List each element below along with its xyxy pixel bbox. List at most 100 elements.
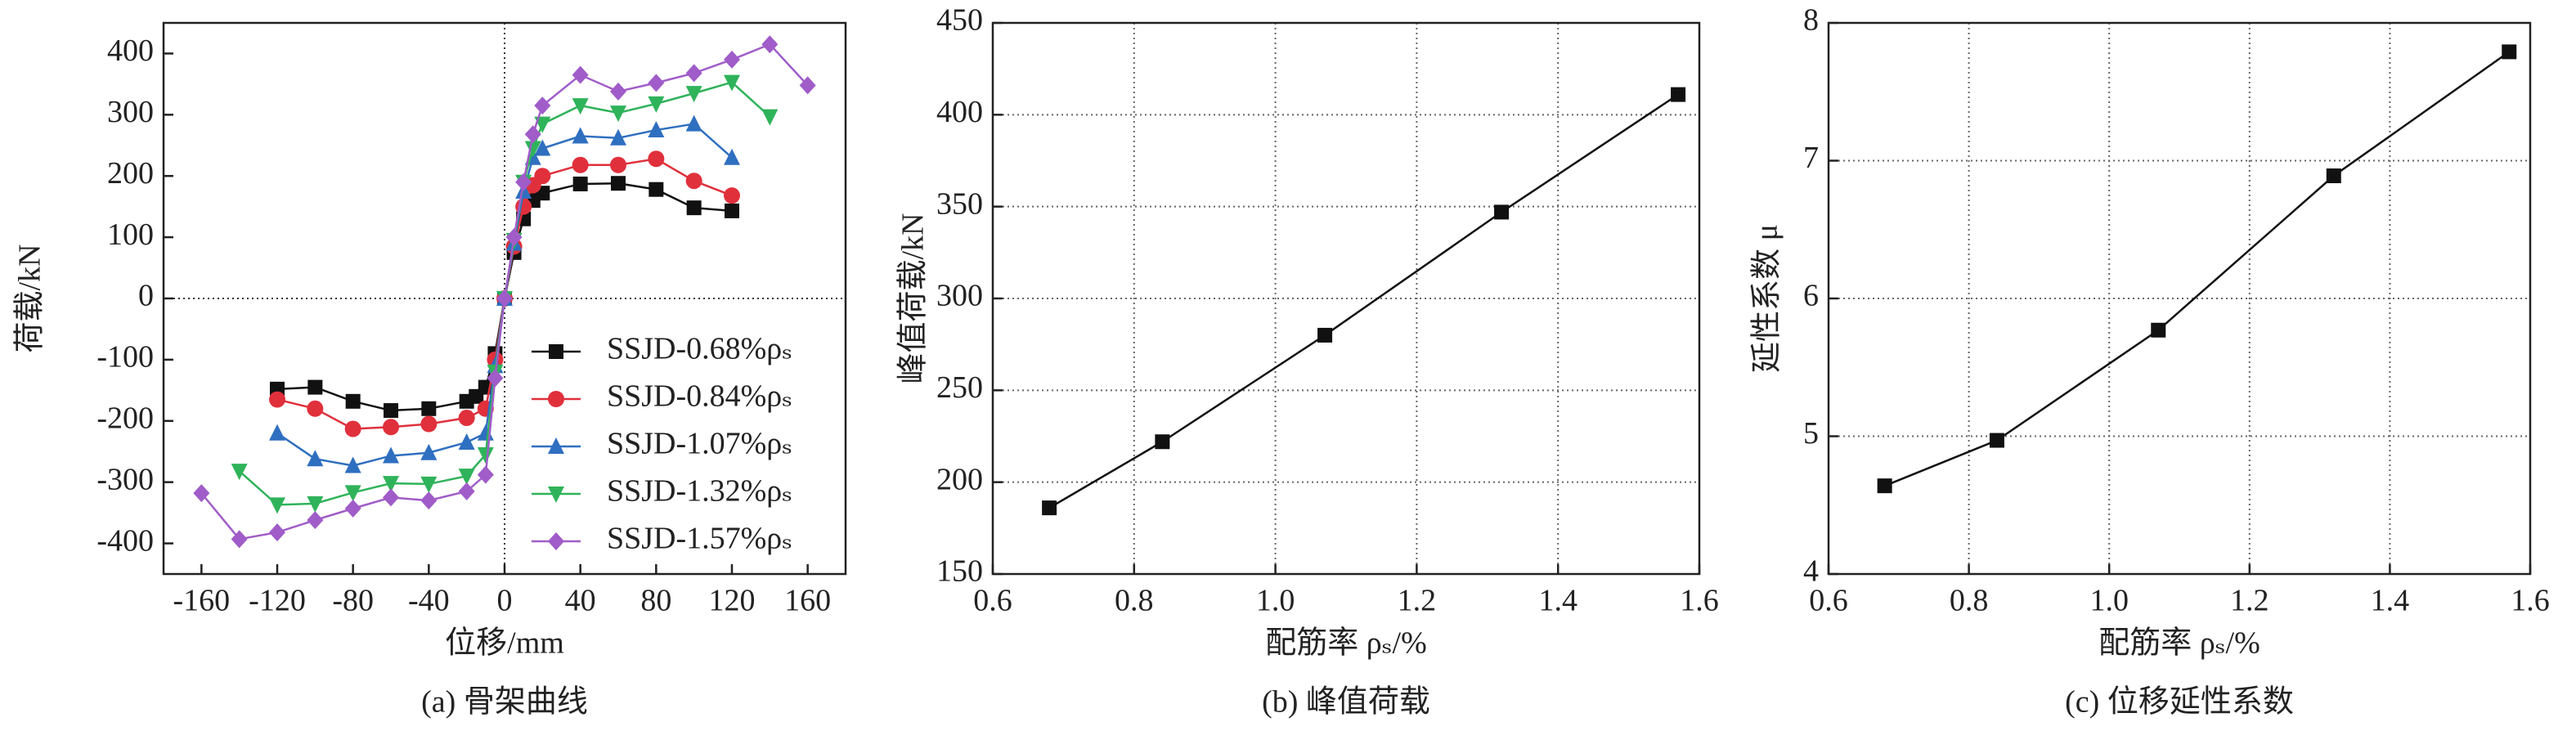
marker: [1317, 327, 1333, 343]
marker: [524, 141, 541, 158]
marker: [648, 150, 665, 168]
legend-label: SSJD-1.07%ρₛ: [607, 427, 792, 461]
y-tick-label: 450: [936, 3, 983, 38]
x-tick-label: 120: [709, 584, 756, 618]
marker: [648, 96, 665, 113]
x-tick-label: 1.0: [1256, 584, 1295, 618]
marker: [2502, 44, 2517, 60]
y-tick-label: -400: [96, 523, 154, 558]
marker: [383, 419, 399, 436]
marker: [685, 114, 702, 132]
y-tick-label: 8: [1803, 3, 1819, 38]
caption: (c) 位移延性系数: [2065, 685, 2294, 720]
legend-marker: [548, 532, 564, 550]
x-tick-label: 80: [640, 584, 671, 618]
marker: [345, 393, 361, 409]
y-tick-label: 0: [138, 279, 154, 313]
legend-marker: [548, 391, 564, 407]
marker: [420, 415, 438, 433]
y-tick-label: 6: [1803, 279, 1819, 313]
marker: [534, 139, 551, 156]
marker: [515, 173, 532, 191]
y-tick-label: -200: [96, 401, 154, 435]
marker: [307, 496, 324, 513]
x-tick-label: 0.6: [1809, 584, 1848, 618]
marker: [344, 420, 361, 437]
marker: [1877, 478, 1892, 494]
x-tick-label: 1.0: [2089, 584, 2129, 618]
legend-marker: [549, 344, 563, 359]
y-tick-label: 250: [936, 370, 983, 405]
legend-marker: [548, 487, 564, 503]
marker: [761, 109, 779, 126]
marker: [1989, 433, 2004, 448]
legend-label: SSJD-0.84%ρₛ: [607, 379, 792, 414]
x-tick-label: -80: [332, 584, 374, 618]
marker: [648, 121, 665, 138]
legend-label: SSJD-1.57%ρₛ: [607, 522, 792, 556]
y-tick-label: 100: [107, 218, 154, 252]
marker: [572, 156, 589, 173]
marker: [2151, 322, 2166, 338]
legend-label: SSJD-0.68%ρₛ: [607, 332, 792, 366]
marker: [572, 98, 589, 115]
marker: [458, 469, 475, 486]
x-axis-label: 配筋率 ρₛ/%: [2098, 626, 2260, 661]
y-axis-label: 峰值荷载/kN: [896, 213, 931, 383]
marker: [307, 400, 324, 417]
caption: (a) 骨架曲线: [421, 685, 588, 720]
marker: [458, 410, 475, 427]
marker: [724, 148, 740, 165]
marker: [269, 523, 285, 542]
y-tick-label: 200: [107, 156, 154, 191]
marker: [458, 482, 475, 500]
marker: [724, 74, 740, 92]
marker: [231, 530, 248, 549]
marker: [685, 86, 702, 103]
legend-label: SSJD-1.32%ρₛ: [607, 474, 792, 509]
y-tick-label: -300: [96, 462, 154, 496]
x-tick-label: 0.6: [973, 584, 1012, 618]
y-tick-label: 300: [107, 95, 154, 129]
x-tick-label: -40: [408, 584, 450, 618]
marker: [344, 499, 361, 518]
marker: [420, 491, 438, 510]
y-tick-label: 400: [936, 95, 983, 129]
marker: [487, 369, 504, 388]
y-tick-label: 350: [936, 186, 983, 221]
marker: [231, 464, 248, 481]
marker: [2326, 168, 2341, 184]
caption: (b) 峰值荷载: [1262, 685, 1430, 720]
y-tick-label: 7: [1803, 141, 1819, 175]
marker: [383, 488, 399, 507]
x-tick-label: 40: [565, 584, 596, 618]
x-tick-label: -120: [249, 584, 306, 618]
marker: [610, 156, 626, 173]
series-line: [1884, 51, 2510, 487]
y-tick-label: 400: [107, 34, 154, 68]
marker: [383, 446, 399, 464]
plot-frame: [1827, 21, 2532, 576]
y-tick-label: 4: [1803, 554, 1819, 589]
series-line: [1048, 93, 1679, 509]
marker: [384, 403, 398, 419]
marker: [307, 450, 324, 467]
marker: [572, 176, 588, 191]
x-tick-label: 1.6: [2511, 584, 2550, 618]
marker: [505, 228, 523, 247]
marker: [724, 187, 740, 204]
marker: [1494, 204, 1510, 220]
marker: [572, 65, 589, 84]
y-tick-label: 150: [936, 554, 983, 589]
marker: [685, 173, 702, 190]
marker: [193, 484, 210, 503]
legend-marker: [548, 437, 564, 454]
marker: [477, 465, 494, 484]
x-axis-label: 位移/mm: [445, 626, 564, 661]
y-tick-label: 300: [936, 279, 983, 313]
marker: [307, 379, 323, 395]
marker: [496, 289, 513, 307]
marker: [269, 497, 285, 514]
marker: [1671, 87, 1686, 102]
